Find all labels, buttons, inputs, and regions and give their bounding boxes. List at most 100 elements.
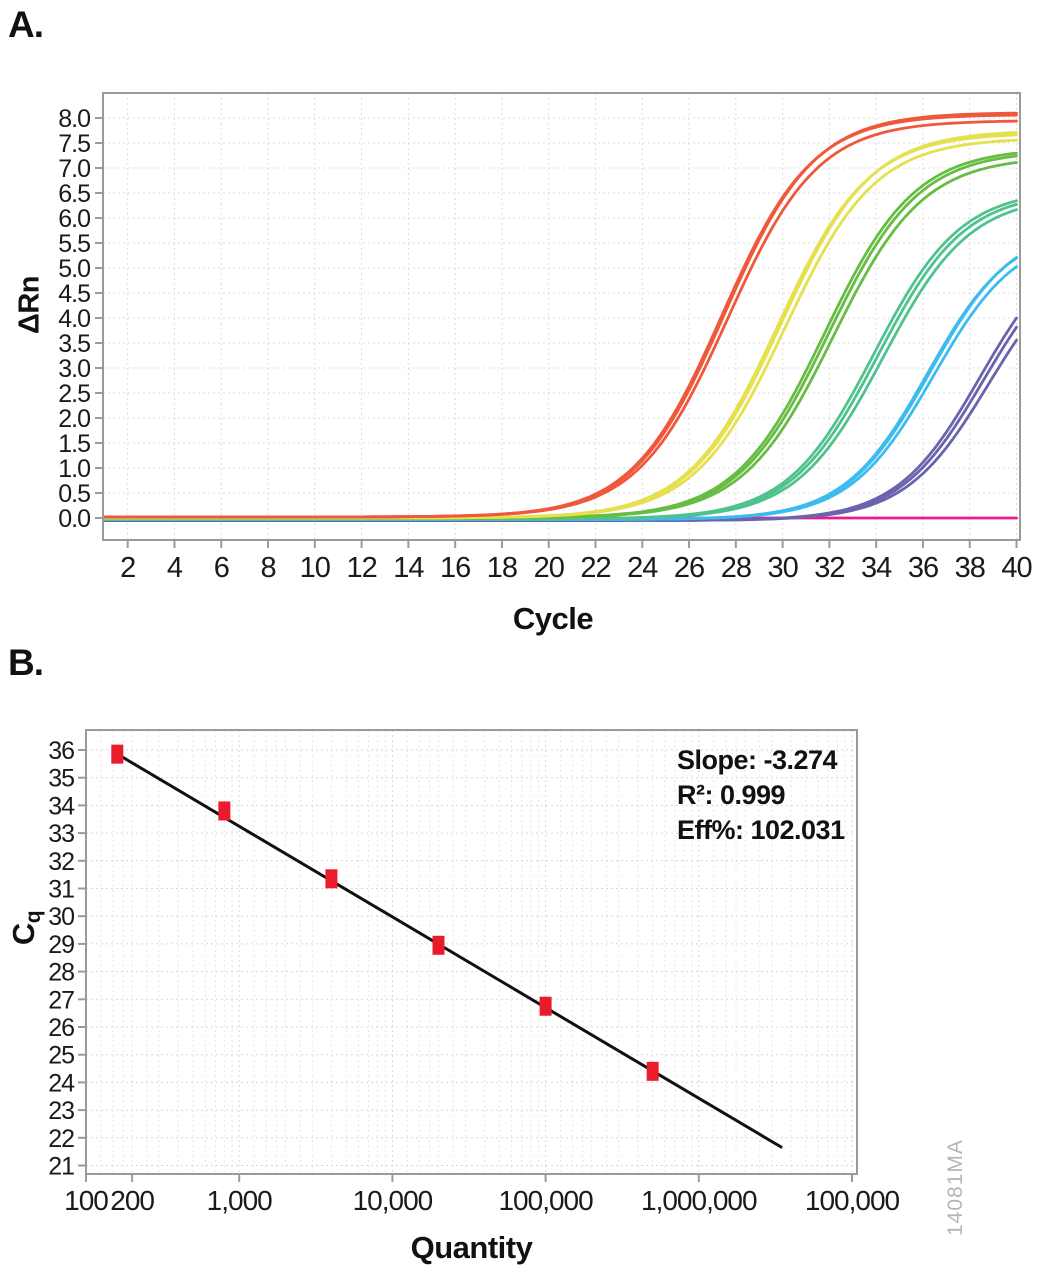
x-tick-label: 18 (487, 552, 517, 584)
y-tick-label: 6.5 (58, 180, 90, 208)
y-tick-label: 3.0 (58, 355, 90, 383)
x-tick-label: 32 (814, 552, 844, 584)
y-tick-label: 21 (48, 1153, 74, 1181)
y-tick-label: 30 (48, 903, 74, 931)
y-tick-label: 3.5 (58, 330, 90, 358)
x-tick-label: 24 (627, 552, 658, 584)
y-tick-label: 0.0 (58, 505, 90, 533)
amplification-curve-yellow-rep3 (104, 131, 1018, 520)
x-tick-label: 12 (346, 552, 376, 584)
y-tick-label: 26 (48, 1014, 74, 1042)
panel-a-ticks (95, 117, 1018, 548)
amplification-curve-purple-rep3 (104, 325, 1018, 522)
y-tick-label: 5.5 (58, 230, 90, 258)
stat-efficiency: Eff%: 102.031 (677, 815, 845, 845)
y-tick-label: 36 (48, 737, 74, 765)
x-tick-label: 100,000 (805, 1185, 900, 1216)
x-tick-label: 1,000 (207, 1185, 272, 1216)
y-tick-label: 28 (48, 959, 74, 987)
y-tick-label: 31 (48, 876, 74, 904)
x-tick-label: 10 (300, 552, 330, 584)
y-tick-label: 1.5 (58, 430, 90, 458)
y-tick-label: 0.5 (58, 480, 90, 508)
x-tick-label: 22 (580, 552, 610, 584)
cq-subscript: q (22, 910, 45, 924)
data-point-marker (539, 996, 552, 1016)
y-tick-label: 22 (48, 1125, 74, 1153)
amplification-curve-yellow-rep2 (104, 138, 1018, 520)
x-tick-label: 16 (440, 552, 470, 584)
y-tick-label: 4.5 (58, 280, 90, 308)
amplification-curve-cyan-rep1 (104, 256, 1018, 521)
y-tick-label: 2.5 (58, 380, 90, 408)
y-tick-label: 8.0 (58, 105, 90, 133)
y-tick-label: 7.0 (58, 155, 90, 183)
cq-main: C (6, 923, 41, 946)
y-tick-label: 4.0 (58, 305, 90, 333)
y-tick-label: 5.0 (58, 255, 90, 283)
x-tick-label: 4 (167, 552, 183, 584)
amplification-curve-red-rep3 (104, 111, 1018, 519)
y-tick-label: 27 (48, 986, 74, 1014)
data-point-marker (111, 744, 124, 764)
x-tick-label: 36 (908, 552, 938, 584)
standard-points (111, 744, 659, 1081)
y-tick-label: 29 (48, 931, 74, 959)
y-tick-label: 6.0 (58, 205, 90, 233)
amplification-curve-cyan-rep3 (104, 256, 1018, 521)
amplification-curve-green-rep1 (104, 151, 1018, 520)
stat-slope: Slope: -3.274 (677, 745, 838, 775)
x-tick-label: 6 (214, 552, 229, 584)
amplification-curve-yellow-rep1 (104, 133, 1018, 520)
x-tick-label: 10,000 (353, 1185, 433, 1216)
y-tick-label: 33 (48, 820, 74, 848)
x-tick-label: 28 (721, 552, 751, 584)
y-tick-label: 2.0 (58, 405, 90, 433)
x-tick-label: 8 (260, 552, 275, 584)
x-tick-label: 100 (64, 1185, 108, 1216)
axis-title-delta-rn: ΔRn (13, 275, 46, 335)
panel-a-y-tick-labels: 8.07.57.06.56.05.55.04.54.03.53.02.52.01… (58, 105, 91, 533)
x-tick-label: 40 (1001, 552, 1031, 584)
y-tick-label: 24 (48, 1069, 75, 1097)
panel-a-x-tick-labels: 2 4 6 8 10 12 14 16 18 20 22 24 26 28 30 32 34 36 38 40 (120, 552, 1033, 584)
axis-title-cq: Cq (6, 911, 46, 945)
amplification-curves (104, 111, 1018, 522)
panel-a-frame (102, 92, 1021, 541)
data-point-marker (432, 935, 445, 955)
data-point-marker (218, 801, 231, 821)
figure-id-watermark: 14081MA (944, 1139, 967, 1236)
x-tick-label: 38 (955, 552, 985, 584)
y-tick-label: 34 (48, 792, 75, 820)
y-tick-label: 23 (48, 1097, 74, 1125)
amplification-curve-seagreen-rep2 (104, 208, 1018, 521)
x-tick-label: 1,000,000 (641, 1185, 757, 1216)
y-tick-label: 7.5 (58, 130, 90, 158)
x-tick-label: 14 (393, 552, 424, 584)
y-tick-label: 35 (48, 765, 74, 793)
y-tick-label: 1.0 (58, 455, 90, 483)
panel-b-label: B. (8, 642, 44, 683)
axis-title-cycle: Cycle (512, 601, 594, 636)
axis-title-quantity: Quantity (410, 1230, 533, 1265)
x-tick-label: 200 (110, 1185, 154, 1216)
y-tick-label: 32 (48, 848, 74, 876)
panel-b-ticks (78, 749, 853, 1182)
panel-a-grid (103, 93, 1020, 540)
x-tick-label: 100,000 (498, 1185, 593, 1216)
panel-b-frame (85, 729, 858, 1175)
x-tick-label: 2 (120, 552, 135, 584)
y-tick-label: 25 (48, 1042, 74, 1070)
x-tick-label: 34 (861, 552, 892, 584)
amplification-curve-green-rep3 (104, 154, 1018, 520)
stat-r-squared: R²: 0.999 (677, 780, 786, 810)
x-tick-label: 20 (534, 552, 564, 584)
panel-b-minor-grid (100, 730, 846, 1174)
panel-b-major-grid (86, 730, 857, 1174)
amplification-curve-purple-rep1 (104, 316, 1018, 522)
regression-stats: Slope: -3.274 R²: 0.999 Eff%: 102.031 (677, 743, 845, 848)
data-point-marker (325, 869, 338, 889)
